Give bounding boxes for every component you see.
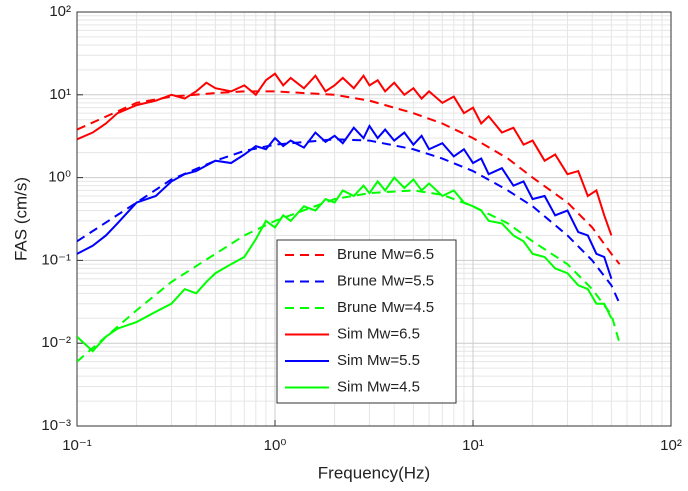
legend-label: Sim Mw=4.5 — [337, 378, 420, 395]
legend-label: Brune Mw=5.5 — [337, 272, 434, 289]
series-line — [77, 124, 613, 280]
legend-box — [276, 239, 457, 404]
plot-frame — [76, 11, 672, 427]
series-line — [77, 72, 613, 236]
legend-label: Brune Mw=6.5 — [337, 246, 434, 263]
x-tick-label: 10⁰ — [264, 437, 287, 454]
series-line — [77, 176, 613, 353]
series-line — [77, 90, 621, 265]
x-axis-label: Frequency(Hz) — [318, 463, 430, 482]
y-axis-label: FAS (cm/s) — [11, 177, 30, 261]
series-line — [77, 138, 621, 305]
x-tick-label: 10⁻¹ — [62, 437, 92, 454]
legend-label: Sim Mw=6.5 — [337, 325, 420, 342]
x-tick-label: 10² — [660, 437, 682, 454]
y-tick-label: 10² — [49, 3, 71, 20]
y-tick-label: 10¹ — [49, 86, 71, 103]
x-tick-label: 10¹ — [462, 437, 484, 454]
legend-label: Brune Mw=4.5 — [337, 299, 434, 316]
y-tick-label: 10⁻³ — [41, 417, 71, 434]
series-line — [77, 189, 621, 363]
y-tick-label: 10⁻² — [41, 334, 71, 351]
legend-label: Sim Mw=5.5 — [337, 352, 420, 369]
y-tick-label: 10⁻¹ — [41, 251, 71, 268]
y-tick-label: 10⁰ — [48, 169, 71, 186]
